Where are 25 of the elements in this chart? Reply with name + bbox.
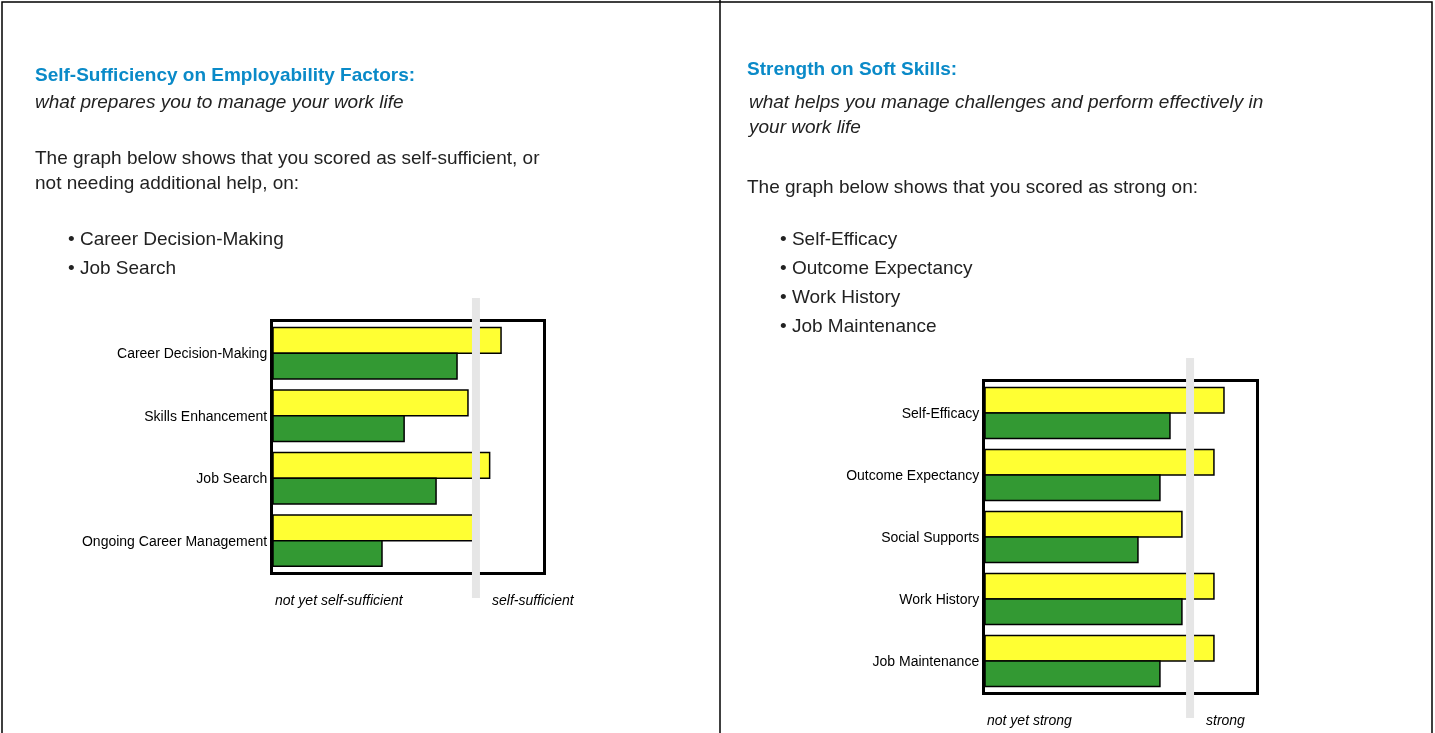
y-tick-label: Social Supports [881,528,980,545]
text: strong [1206,712,1246,728]
text: • Work History [780,286,901,307]
text: • Job Maintenance [780,315,937,336]
chart-subtitle: what helps you manage challenges and perform effectively in your work life [747,91,1264,137]
text: • Job Search [68,257,177,278]
text: • Career Decision-Making [68,228,284,249]
y-tick-label: Job Search [196,470,268,487]
chart-title: Self-Sufficiency on Employability Factors: [35,64,416,85]
y-tick-label: Career Decision-Making [117,345,268,362]
y-tick-label: Ongoing Career Management [81,532,268,549]
text: The graph below shows that you scored as self-sufficient, or not needing additional help, on: [35,147,541,193]
text: • Outcome Expectancy [780,257,974,278]
y-tick-label: Job Maintenance [872,652,980,669]
text: The graph below shows that you scored as strong on: [747,176,1198,197]
y-tick-label: Work History [899,590,980,607]
text: not yet self-sufficient [275,592,404,608]
text: not yet strong [987,712,1073,728]
chart-title: Strength on Soft Skills: [747,58,958,79]
y-tick-label: Outcome Expectancy [846,466,980,483]
y-tick-label: Self-Efficacy [901,404,980,421]
text: • Self-Efficacy [780,228,898,249]
text: self-sufficient [492,592,575,608]
chart-subtitle: what prepares you to manage your work life [35,91,404,112]
y-tick-label: Skills Enhancement [144,407,268,424]
